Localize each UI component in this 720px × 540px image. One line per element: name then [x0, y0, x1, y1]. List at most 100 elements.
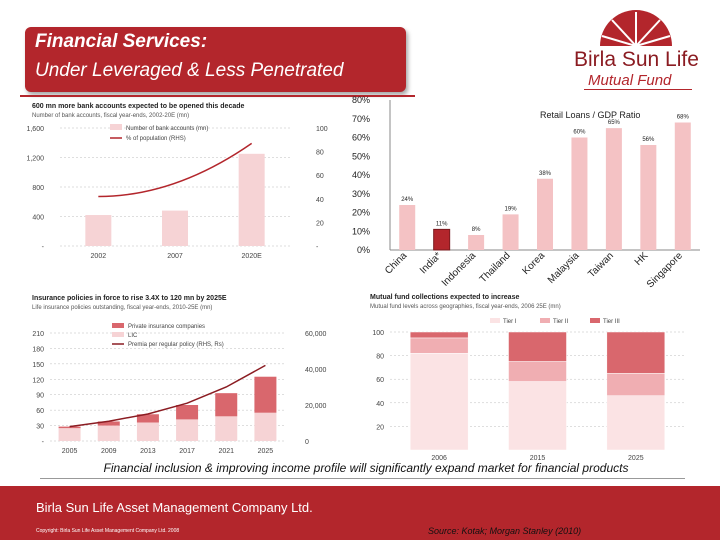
footer-company: Birla Sun Life Asset Management Company … [36, 500, 313, 515]
series-line [98, 142, 253, 198]
bar [502, 214, 519, 250]
bar [537, 178, 553, 250]
data-label: 11% [436, 221, 448, 227]
y2-tick-label: - [316, 244, 319, 251]
mutual-panel-title: Mutual fund collections expected to incr… [370, 294, 520, 301]
y-tick-label: 30% [352, 189, 370, 199]
legend-swatch [112, 323, 124, 328]
y-tick-label: 90 [36, 393, 44, 400]
caption: Financial inclusion & improving income p… [103, 461, 629, 475]
x-tick-label: Malaysia [546, 250, 582, 286]
legend-label: Number of bank accounts (mn) [126, 126, 208, 132]
bank-panel-title: 600 mn more bank accounts expected to be… [32, 103, 245, 110]
y-tick-label: 60 [376, 377, 384, 384]
x-tick-label: 2009 [101, 448, 117, 455]
bar [606, 395, 666, 451]
bar [162, 210, 188, 246]
legend-label: Tier I [503, 319, 517, 325]
data-label: 65% [608, 120, 621, 126]
logo-name: Birla Sun Life [574, 48, 699, 71]
y2-tick-label: 100 [316, 126, 328, 133]
y2-tick-label: 60,000 [305, 331, 327, 338]
y-tick-label: 20 [376, 424, 384, 431]
y-tick-label: 180 [32, 346, 44, 353]
bar [508, 331, 567, 362]
bar [606, 331, 666, 374]
bar [409, 352, 469, 451]
mutual-fund-chart: 20 40 60 80 100 2006 2015 2025 Tier I Tier II Tier… [372, 318, 685, 460]
legend-swatch [112, 332, 124, 337]
bar [508, 361, 567, 382]
title-box: Financial Services: Under Leveraged & Le… [25, 27, 406, 92]
data-label: 19% [505, 206, 518, 212]
y-tick-label: 1,200 [26, 156, 44, 163]
caption-divider [40, 478, 685, 479]
y-tick-label: 210 [32, 331, 44, 338]
data-label: 8% [472, 227, 481, 233]
bar [640, 145, 657, 250]
y2-tick-label: 80 [316, 150, 324, 157]
page-title: Financial Services: [35, 31, 208, 52]
y-tick-label: - [42, 439, 45, 446]
legend-swatch [490, 318, 500, 323]
y-tick-label: 10% [352, 226, 370, 236]
bar [176, 419, 199, 441]
x-tick-label: 2002 [91, 253, 107, 260]
x-tick-label: 2006 [431, 455, 447, 460]
y-tick-label: 60% [352, 133, 370, 143]
y2-tick-label: 40,000 [305, 367, 327, 374]
sun-icon [600, 10, 672, 47]
y-tick-label: 0% [357, 245, 370, 255]
y-tick-label: 40 [376, 401, 384, 408]
bar [409, 331, 469, 339]
x-tick-label: 2025 [258, 448, 274, 455]
bar [571, 137, 588, 250]
series-line [69, 364, 266, 428]
bar [254, 412, 277, 441]
y2-tick-label: 40 [316, 197, 324, 204]
data-label: 38% [539, 171, 552, 177]
bar [606, 373, 666, 396]
x-tick-label: Korea [520, 250, 547, 277]
retail-loans-gdp-chart: 0% 10% 20% 30% 40% 50% 60% 70% 80% Retail Loans /… [352, 95, 700, 290]
y-tick-label: 150 [32, 362, 44, 369]
x-tick-label: China [383, 250, 410, 277]
mutual-panel-subtitle: Mutual fund levels across geographies, f… [370, 304, 561, 310]
footer-bar [0, 486, 720, 540]
footer-source: Source: Kotak; Morgan Stanley (2010) [428, 526, 582, 536]
legend-label: Tier III [603, 319, 620, 325]
y-tick-label: 70% [352, 114, 370, 124]
bar [215, 393, 238, 417]
y-tick-label: 400 [32, 215, 44, 222]
y-tick-label: 50% [352, 151, 370, 161]
legend-swatch [110, 124, 122, 130]
x-tick-label: Taiwan [586, 250, 616, 280]
x-tick-label: Indonesia [440, 250, 479, 289]
logo-underline [584, 89, 692, 90]
bar [674, 122, 691, 250]
x-tick-label: 2021 [218, 448, 234, 455]
bar [136, 414, 159, 423]
y2-tick-label: 20 [316, 220, 324, 227]
x-tick-label: 2015 [530, 455, 546, 460]
bar [468, 235, 485, 250]
x-tick-label: India* [418, 250, 444, 276]
y-tick-label: 20% [352, 208, 370, 218]
y2-tick-label: 60 [316, 173, 324, 180]
bar [136, 422, 159, 441]
bank-accounts-chart: - 400 800 1,200 1,600 - 20 40 60 80 100 2002 2007 202… [26, 124, 328, 260]
bar [215, 416, 238, 441]
y-tick-label: 60 [36, 408, 44, 415]
y-tick-label: 80 [376, 354, 384, 361]
y-tick-label: - [42, 244, 45, 251]
page-subtitle: Under Leveraged & Less Penetrated [35, 60, 344, 81]
legend-label: Private insurance companies [128, 324, 205, 330]
header-divider [20, 95, 415, 97]
legend-label: Premia per regular policy (RHS, Rs) [128, 342, 224, 348]
x-tick-label: Thailand [478, 250, 513, 285]
x-tick-label: Singapore [645, 250, 685, 290]
y-tick-label: 40% [352, 170, 370, 180]
bar [254, 376, 277, 413]
legend-label: LIC [128, 333, 138, 339]
legend-swatch [590, 318, 600, 323]
